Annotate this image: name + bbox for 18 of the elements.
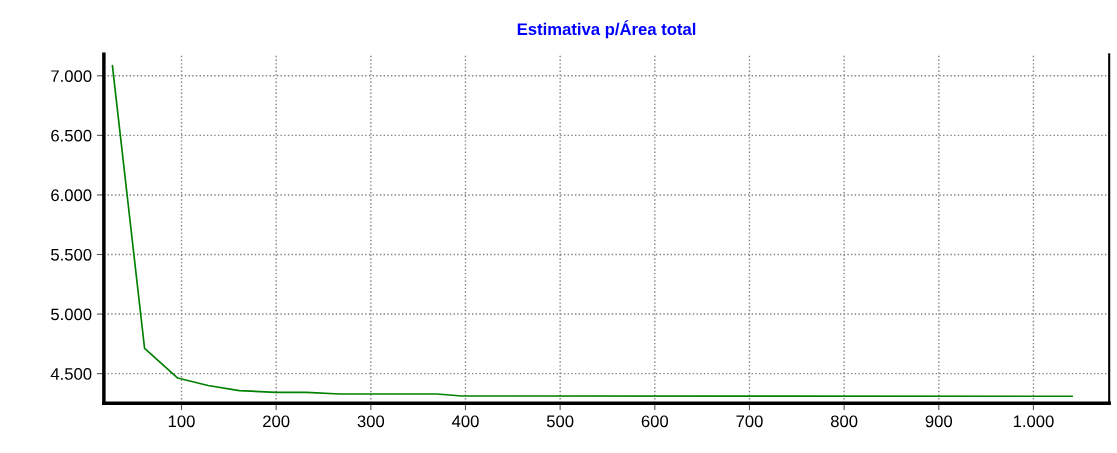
x-tick-label: 100 [168, 415, 195, 428]
x-tick-label: 300 [357, 415, 385, 428]
x-tick-label: 700 [736, 415, 763, 428]
y-tick-label: 7.000 [51, 70, 92, 83]
y-tick-label: 6.000 [51, 189, 92, 202]
x-tick-label: 500 [546, 415, 574, 428]
y-tick-label: 4.500 [50, 368, 92, 380]
x-tick-label: 800 [830, 415, 858, 428]
y-tick-label: 5.000 [51, 308, 92, 321]
chart-title: Estimativa p/Área total [517, 20, 696, 39]
y-tick-label: 5.500 [51, 248, 92, 261]
x-tick-label: 200 [263, 415, 290, 428]
x-tick-label: 400 [451, 415, 479, 428]
x-tick-label: 1.000 [1013, 415, 1054, 428]
x-tick-label: 900 [925, 415, 953, 428]
x-tick-label: 600 [641, 415, 669, 428]
y-tick-label: 6.500 [51, 129, 92, 142]
line-series [111, 64, 1074, 398]
